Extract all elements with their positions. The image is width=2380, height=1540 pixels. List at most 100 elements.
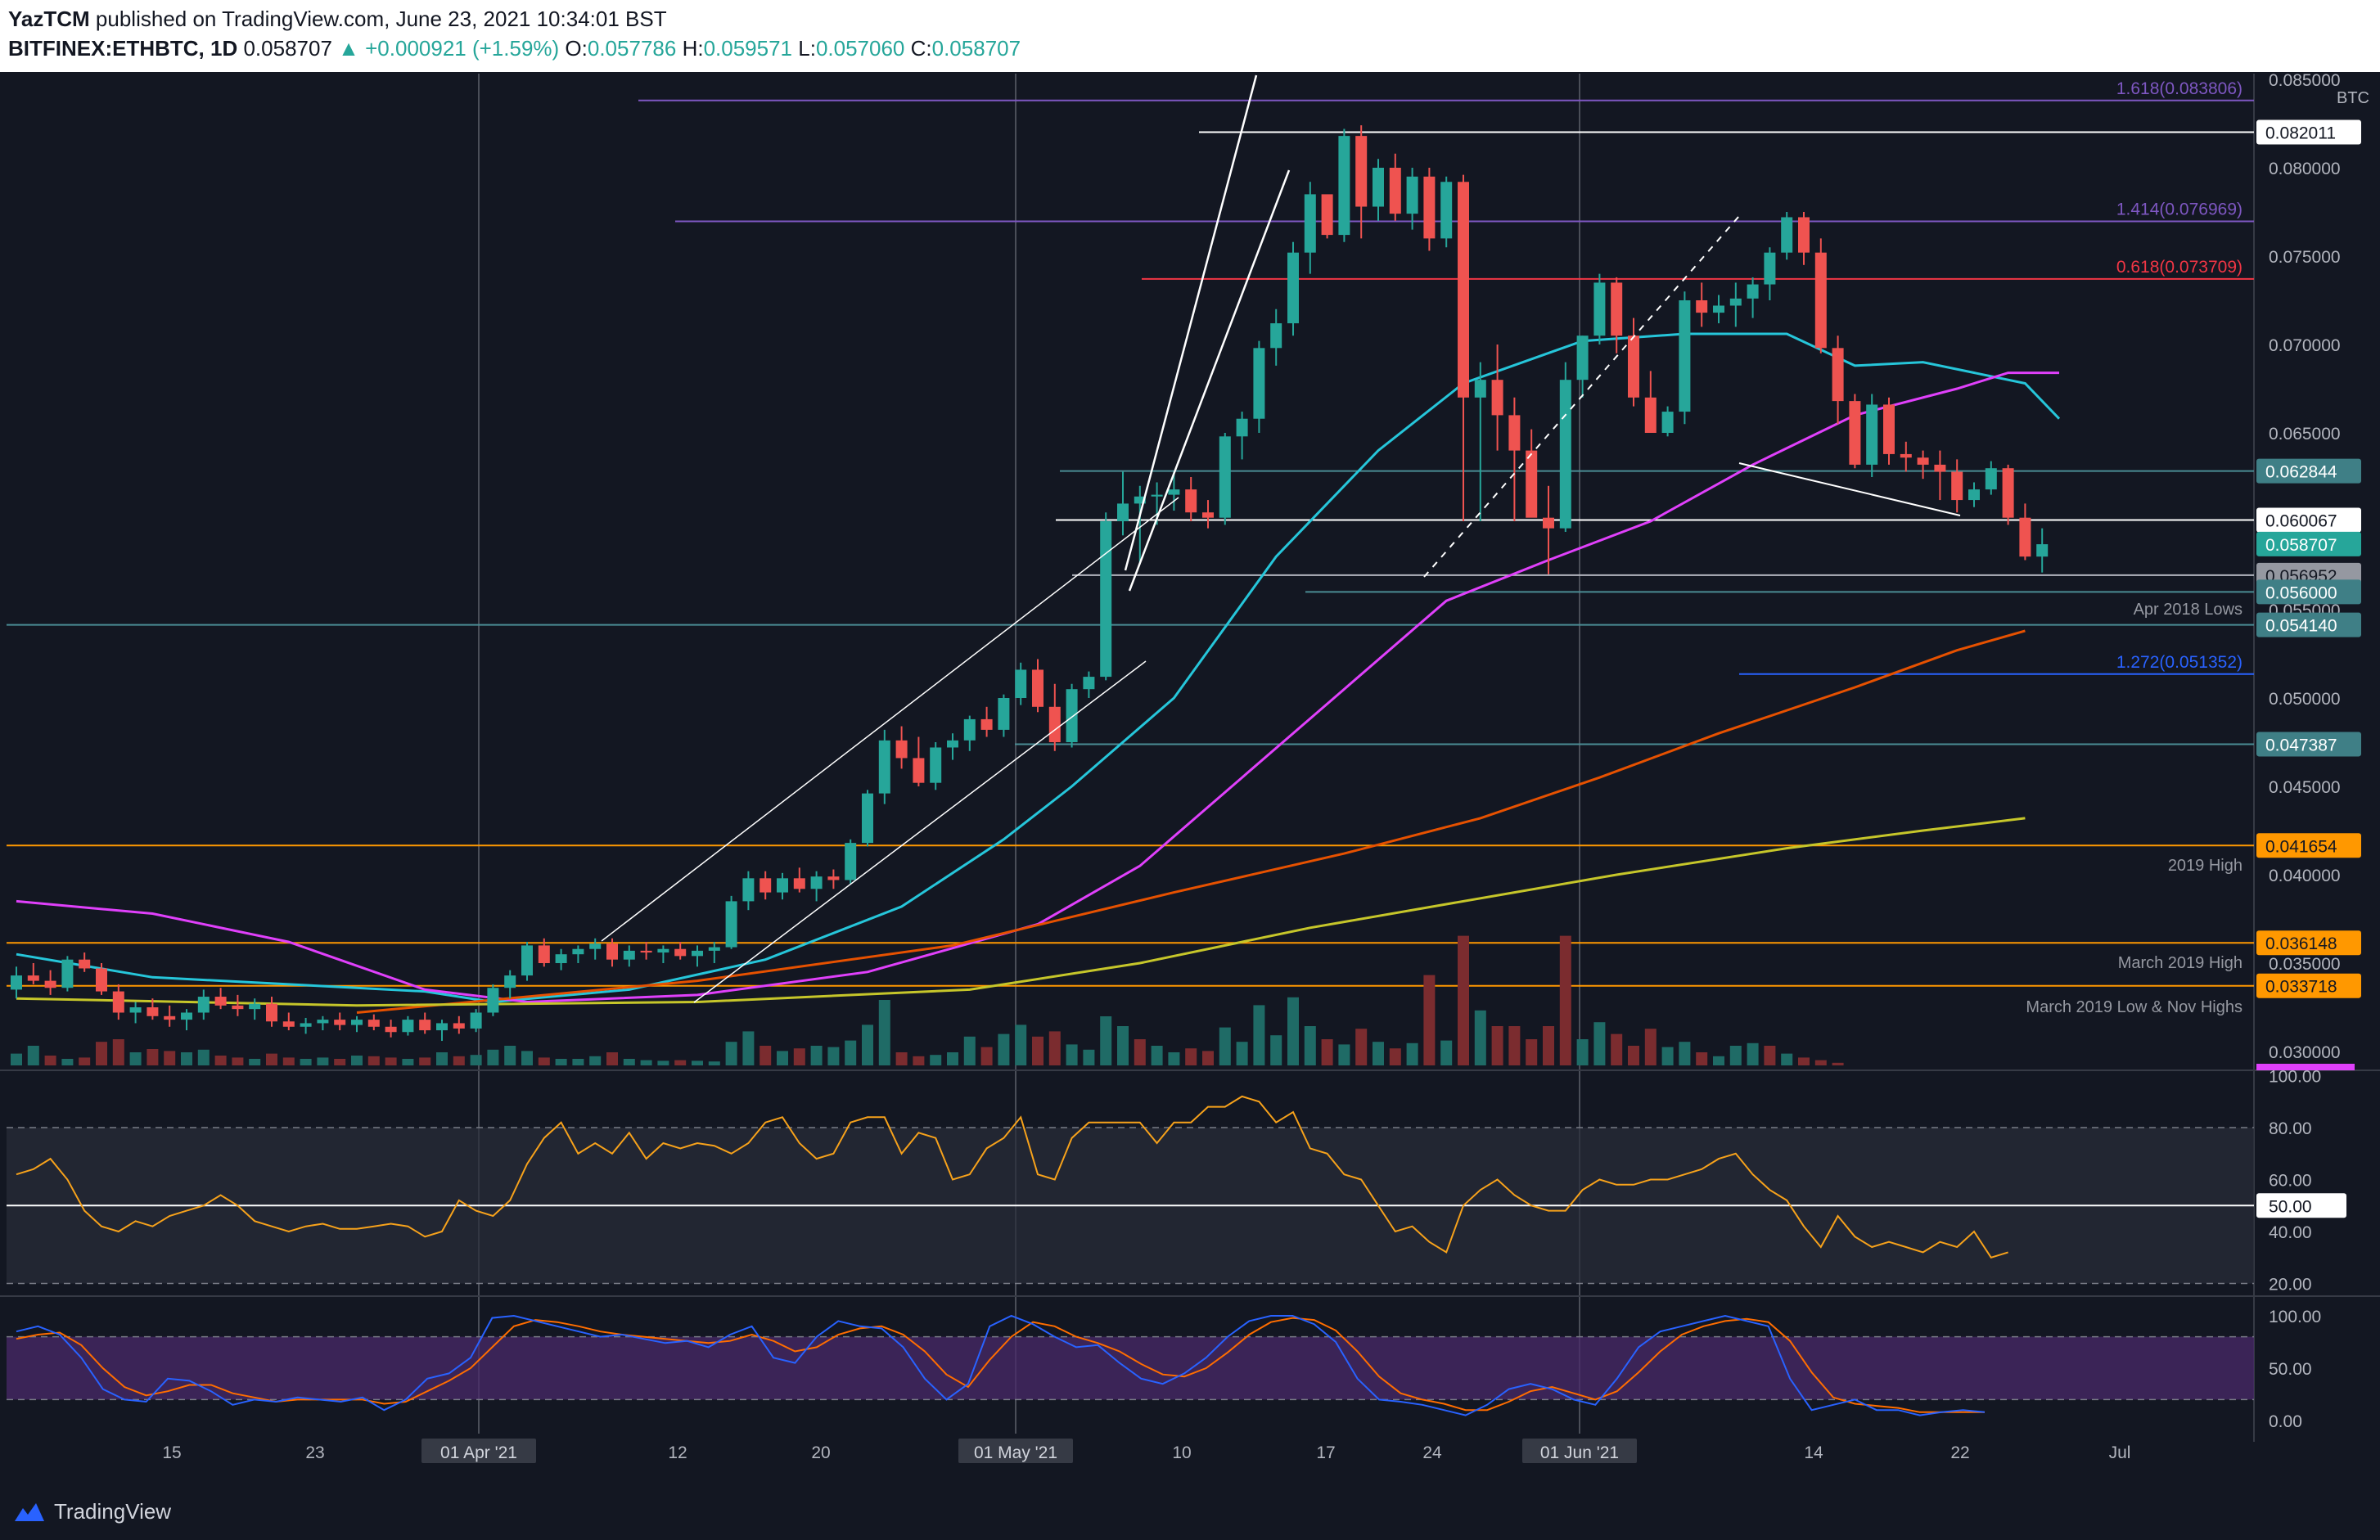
price-axis-tick: 0.085000 <box>2269 72 2341 90</box>
candle-body <box>385 1026 397 1033</box>
volume-bar <box>300 1059 312 1065</box>
symbol-line: BITFINEX:ETHBTC, 1D 0.058707 ▲ +0.000921… <box>8 36 1021 61</box>
volume-bar <box>827 1047 840 1065</box>
candle-body <box>419 1020 431 1031</box>
stoch-axis-tick: 50.00 <box>2269 1360 2312 1379</box>
price-unit-label: BTC <box>2337 89 2369 107</box>
time-axis-tick: 17 <box>1316 1443 1335 1462</box>
candle-body <box>538 945 550 963</box>
candle-body <box>930 747 942 783</box>
volume-bar <box>436 1052 448 1065</box>
candle-body <box>1900 453 1912 458</box>
stoch-axis-tick: 0.00 <box>2269 1412 2302 1431</box>
volume-bar <box>1100 1016 1112 1065</box>
volume-bar <box>266 1053 277 1065</box>
volume-bar <box>1474 1010 1486 1065</box>
price-axis-tick: 0.050000 <box>2269 690 2341 709</box>
fib-level-label: 1.272(0.051352) <box>2116 653 2243 672</box>
volume-bar <box>334 1059 346 1065</box>
candle-body <box>1814 252 1827 349</box>
volume-bar <box>1338 1044 1350 1065</box>
candle-body <box>657 948 669 953</box>
volume-bar <box>845 1040 857 1065</box>
volume-bar <box>1611 1033 1623 1065</box>
volume-bar <box>27 1046 39 1065</box>
volume-bar <box>947 1052 958 1065</box>
candle-body <box>470 1012 482 1029</box>
volume-bar <box>1832 1062 1844 1065</box>
candle-body <box>1236 418 1248 437</box>
volume-bar <box>1134 1039 1146 1065</box>
candle-body <box>1458 182 1469 398</box>
price-level-value: 0.082011 <box>2265 124 2336 143</box>
price-level-box <box>2256 507 2361 533</box>
publish-line: YazTCM published on TradingView.com, Jun… <box>8 7 667 32</box>
time-axis-tick: 01 May '21 <box>974 1443 1057 1462</box>
chart-annotation: Apr 2018 Lows <box>2134 601 2243 619</box>
volume-bar <box>657 1060 669 1065</box>
publisher-name[interactable]: YazTCM <box>8 7 90 31</box>
volume-bar <box>1185 1048 1197 1065</box>
volume-bar <box>146 1049 159 1065</box>
candle-body <box>862 793 873 844</box>
rsi-axis-tick: 20.00 <box>2269 1276 2312 1295</box>
published-text: published on TradingView.com, June 23, 2… <box>95 7 667 31</box>
volume-bar <box>1729 1046 1742 1065</box>
time-axis-highlight <box>958 1439 1073 1463</box>
time-axis-tick: 01 Jun '21 <box>1540 1443 1619 1462</box>
volume-bar <box>1679 1042 1691 1065</box>
candle-body <box>1781 217 1793 253</box>
volume-bar <box>640 1060 652 1065</box>
candle-body <box>963 718 976 741</box>
candle-body <box>674 948 687 957</box>
time-axis-tick: 15 <box>162 1443 181 1462</box>
candle-body <box>197 997 210 1013</box>
candle-body <box>1219 436 1231 518</box>
time-axis-tick: 24 <box>1422 1443 1442 1462</box>
candle-body <box>793 878 805 889</box>
symbol-name[interactable]: BITFINEX:ETHBTC, 1D <box>8 36 238 61</box>
candle-body <box>1474 380 1486 398</box>
chart-annotation: March 2019 Low & Nov Highs <box>2026 998 2243 1016</box>
fib-level-label: 0.618(0.073709) <box>2116 258 2243 277</box>
volume-bar <box>895 1052 908 1065</box>
volume-bar <box>1304 1026 1316 1065</box>
candle-body <box>895 740 908 759</box>
volume-bar <box>878 1000 890 1065</box>
candle-body <box>1066 689 1078 742</box>
volume-bar <box>1661 1047 1674 1065</box>
volume-bar <box>1559 935 1571 1065</box>
price-level-box <box>2256 458 2361 484</box>
candle-body <box>2036 544 2049 557</box>
volume-bar <box>692 1060 703 1065</box>
volume-bar <box>96 1042 107 1065</box>
volume-bar <box>1406 1042 1418 1065</box>
tradingview-brand[interactable]: TradingView <box>13 1499 171 1524</box>
candle-body <box>1270 323 1282 349</box>
chart-header: YazTCM published on TradingView.com, Jun… <box>0 0 2380 72</box>
high-label: H: <box>682 36 704 61</box>
candle-body <box>708 947 720 951</box>
volume-bar <box>1373 1042 1384 1065</box>
candle-body <box>1644 397 1657 433</box>
volume-bar <box>1287 997 1299 1065</box>
time-axis-tick: 22 <box>1950 1443 1969 1462</box>
candle-body <box>827 876 840 880</box>
low-value: 0.057060 <box>815 36 905 61</box>
fib-level-label: 1.414(0.076969) <box>2116 200 2243 218</box>
candle-body <box>1628 335 1639 398</box>
candle-body <box>129 1007 142 1013</box>
brand-name: TradingView <box>54 1499 172 1524</box>
volume-bar <box>980 1047 993 1065</box>
candle-body <box>1576 335 1589 380</box>
volume-bar <box>1202 1051 1214 1065</box>
candle-body <box>1747 284 1759 299</box>
candle-body <box>623 950 635 960</box>
volume-bar <box>181 1052 192 1065</box>
candle-body <box>1729 298 1742 306</box>
volume-bar <box>197 1049 210 1065</box>
candle-body <box>1253 348 1265 419</box>
volume-bar <box>572 1059 584 1065</box>
price-chart[interactable]: 0.085000 0.080000 0.075000 0.070000 0.065000… <box>0 72 2380 1466</box>
volume-bar <box>11 1053 22 1065</box>
